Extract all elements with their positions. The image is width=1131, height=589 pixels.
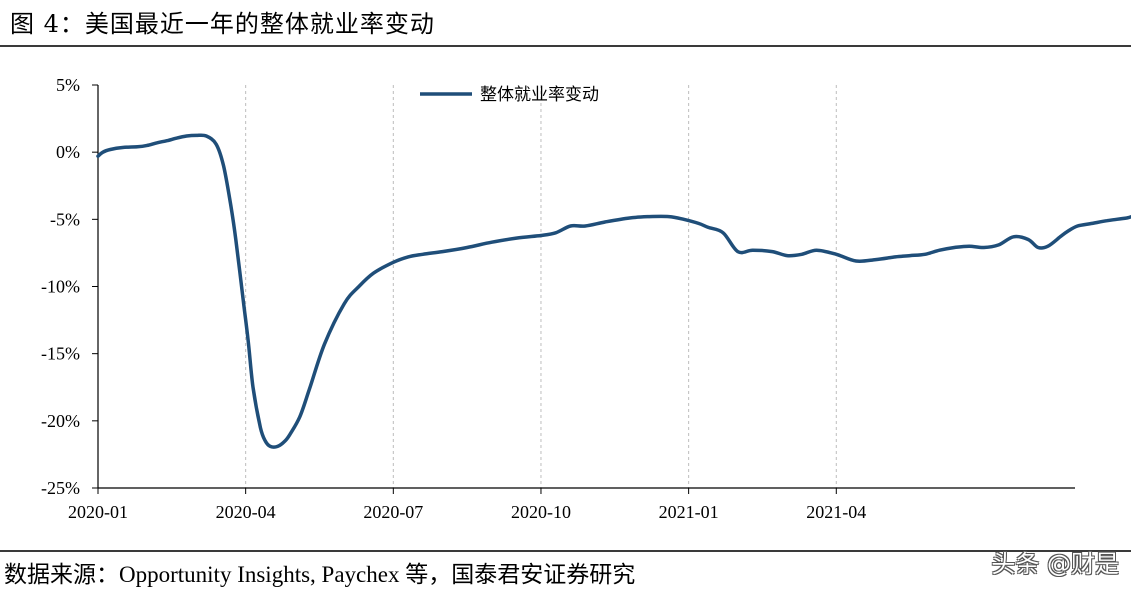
y-tick-label: -5% xyxy=(50,209,80,229)
y-tick-label: -15% xyxy=(41,344,80,364)
bottom-rule xyxy=(0,550,1131,552)
series-line xyxy=(96,133,1131,449)
x-tick-label: 2021-04 xyxy=(806,502,866,522)
x-tick-label: 2020-01 xyxy=(68,502,128,522)
y-tick-label: 0% xyxy=(56,142,80,162)
x-tick-labels: 2020-01 2020-04 2020-07 2020-10 2021-01 2021-… xyxy=(68,502,866,522)
grid-lines xyxy=(245,85,837,488)
x-tick-label: 2020-10 xyxy=(511,502,571,522)
axes xyxy=(92,84,1075,494)
y-tick-label: 5% xyxy=(56,75,80,95)
watermark: 头条 @财是 xyxy=(991,550,1119,578)
y-tick-labels: 5% 0% -5% -10% -15% -20% -25% xyxy=(41,75,80,498)
figure-title: 图 4：美国最近一年的整体就业率变动 xyxy=(10,10,435,38)
y-tick-label: -20% xyxy=(41,411,80,431)
x-tick-label: 2020-07 xyxy=(363,502,423,522)
line-chart: 5%0%-5%-10%-15%-20%-25% 2020-01 2020-04 20… xyxy=(41,75,1131,522)
x-tick-label: 2020-04 xyxy=(216,502,276,522)
series xyxy=(96,133,1131,449)
source-note: 数据来源：Opportunity Insights, Paychex 等，国泰君… xyxy=(4,562,636,587)
y-tick-label: -25% xyxy=(41,478,80,498)
legend-label: 整体就业率变动 xyxy=(480,85,599,105)
x-tick-label: 2021-01 xyxy=(659,502,719,522)
top-rule xyxy=(0,45,1131,47)
legend: 整体就业率变动 xyxy=(420,85,599,105)
y-tick-label: -10% xyxy=(41,277,80,297)
